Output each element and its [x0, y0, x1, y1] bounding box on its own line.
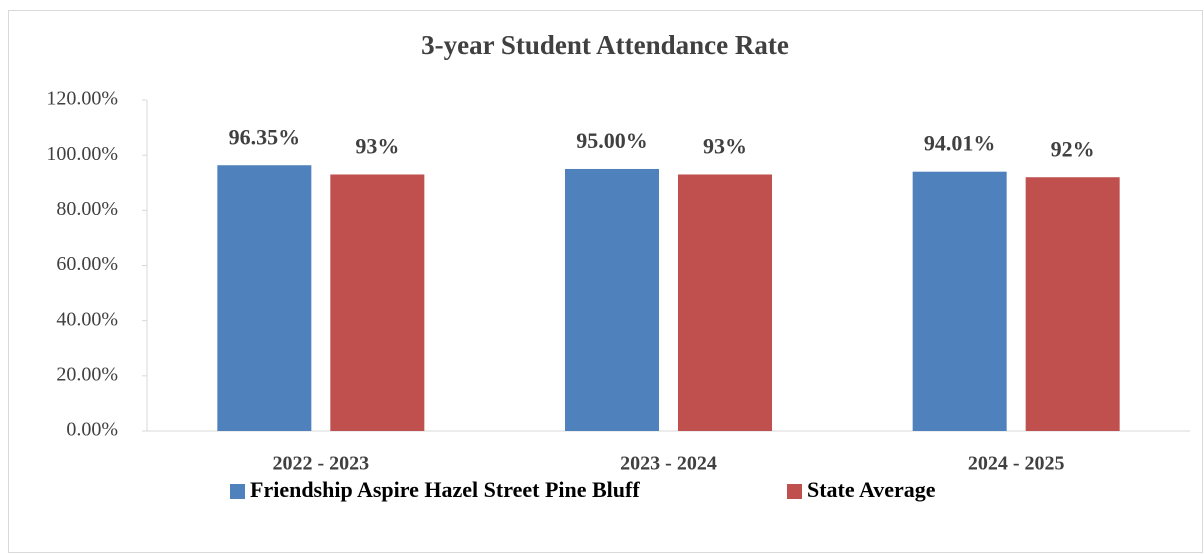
- y-tick-label: 100.00%: [46, 143, 118, 165]
- bar: [1025, 177, 1120, 431]
- value-label: 96.35%: [229, 124, 301, 149]
- bar: [217, 165, 312, 431]
- value-label: 94.01%: [924, 131, 996, 156]
- value-label: 93%: [703, 134, 747, 159]
- chart-title: 3-year Student Attendance Rate: [421, 30, 789, 60]
- x-tick-label: 2023 - 2024: [620, 453, 717, 475]
- value-label: 93%: [355, 134, 399, 159]
- legend-label: Friendship Aspire Hazel Street Pine Bluf…: [250, 477, 640, 502]
- bar: [565, 168, 659, 432]
- y-tick-label: 80.00%: [56, 198, 118, 220]
- x-tick-label: 2022 - 2023: [272, 453, 369, 475]
- value-label: 95.00%: [576, 128, 648, 153]
- bar: [678, 174, 772, 431]
- value-label: 92%: [1051, 136, 1095, 161]
- x-tick-label: 2024 - 2025: [968, 453, 1065, 475]
- legend-swatch: [230, 484, 245, 499]
- legend-label: State Average: [807, 477, 936, 502]
- y-tick-label: 120.00%: [46, 88, 118, 110]
- y-tick-label: 20.00%: [56, 363, 118, 385]
- y-tick-label: 40.00%: [56, 308, 118, 330]
- legend-swatch: [787, 484, 802, 499]
- y-tick-label: 60.00%: [56, 253, 118, 275]
- bar: [330, 174, 425, 431]
- y-tick-label: 0.00%: [66, 419, 118, 441]
- bar: [912, 171, 1007, 431]
